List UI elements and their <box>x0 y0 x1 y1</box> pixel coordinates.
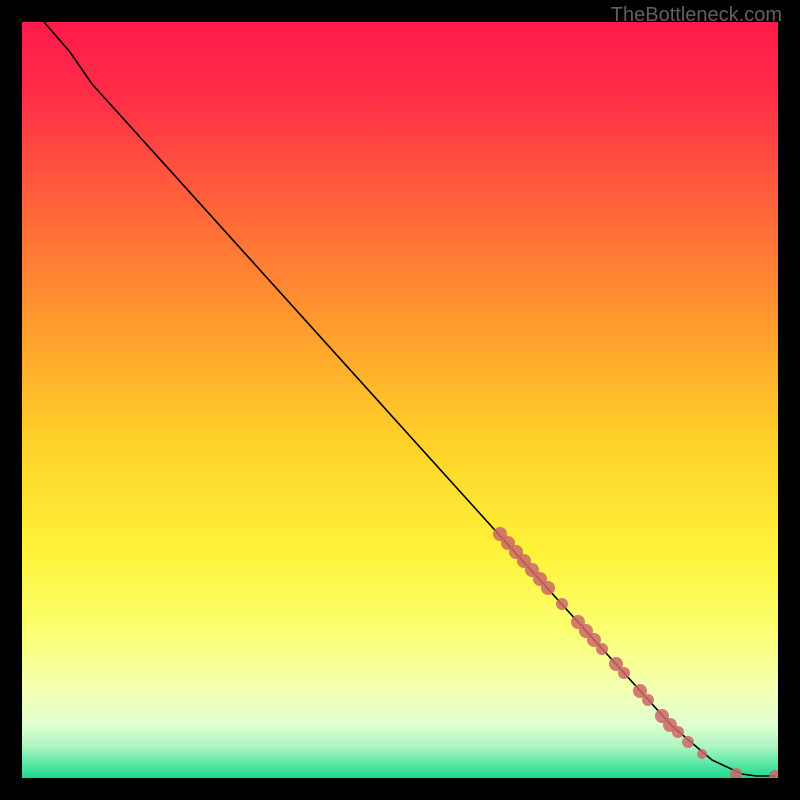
scatter-point <box>642 694 654 706</box>
scatter-point <box>541 581 555 595</box>
scatter-point <box>618 667 630 679</box>
chart-svg <box>22 22 778 778</box>
scatter-point <box>672 726 684 738</box>
chart-plot-area <box>22 22 778 778</box>
scatter-point <box>682 736 694 748</box>
scatter-point <box>697 749 707 759</box>
gradient-background <box>22 22 778 778</box>
watermark-text: TheBottleneck.com <box>611 4 782 27</box>
scatter-point <box>556 598 568 610</box>
scatter-point <box>596 643 608 655</box>
